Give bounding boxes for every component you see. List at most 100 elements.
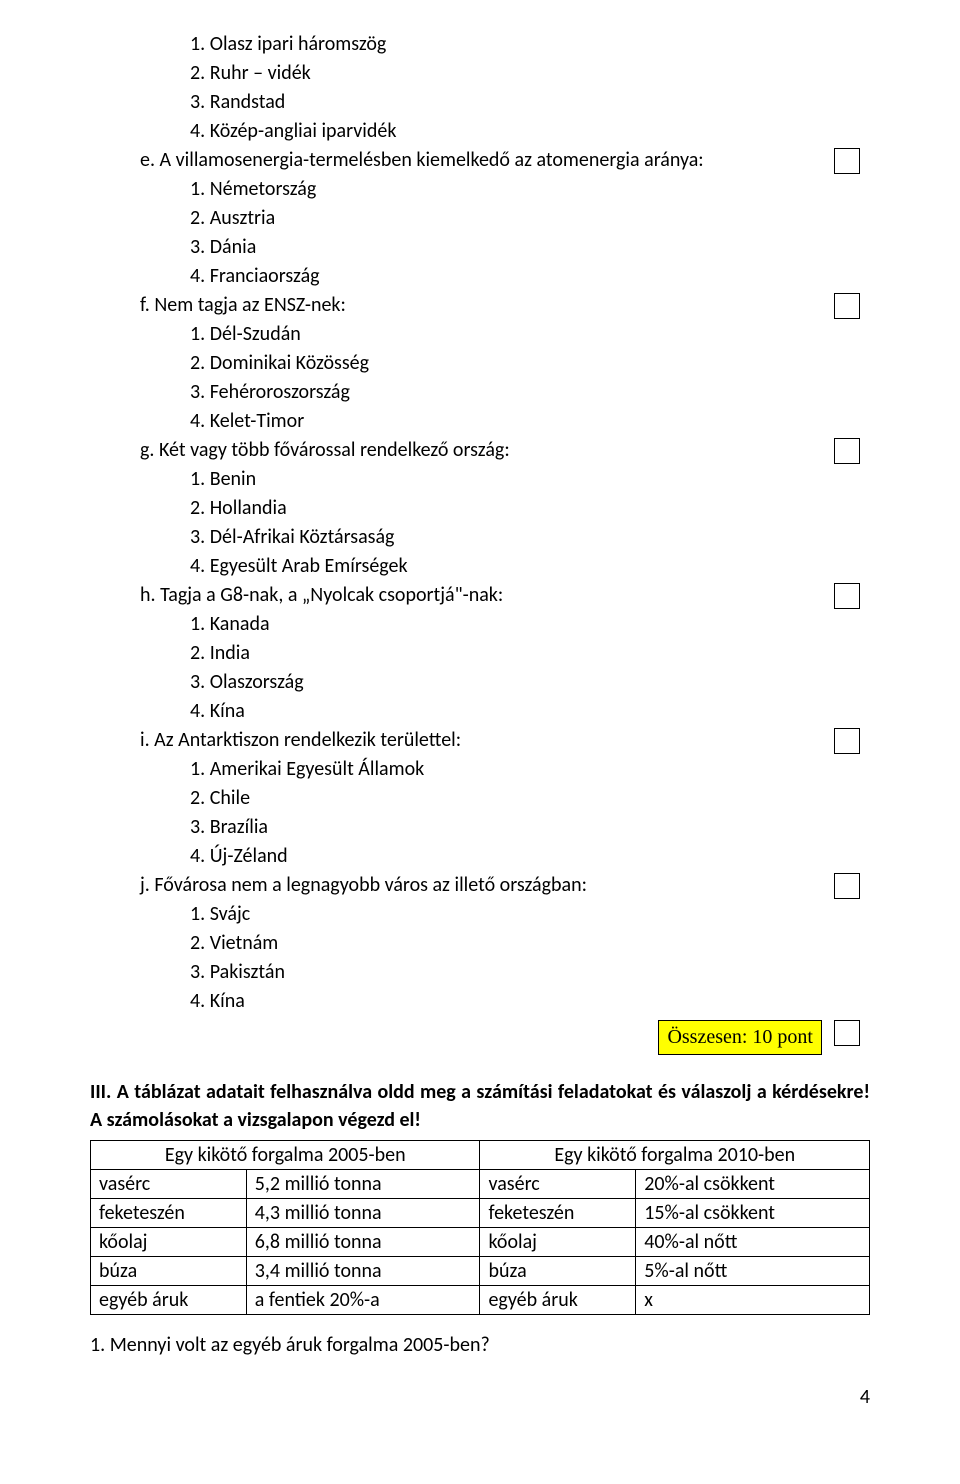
option-num: 1. <box>190 32 205 56</box>
option: 1. Kanada <box>90 610 870 639</box>
answer-box[interactable] <box>834 438 860 464</box>
answer-box[interactable] <box>834 583 860 609</box>
option-num: 2. <box>190 931 205 955</box>
question-letter: j. <box>140 873 150 897</box>
option-text: Kína <box>210 699 245 723</box>
option: 1. Olasz ipari háromszög <box>90 30 870 59</box>
option-num: 2. <box>190 786 205 810</box>
question-text: Az Antarktiszon rendelkezik területtel: <box>154 728 461 752</box>
option: 4. Egyesült Arab Emírségek <box>90 552 870 581</box>
option: 2. Ausztria <box>90 204 870 233</box>
option-text: Kína <box>210 989 245 1013</box>
table-cell: 3,4 millió tonna <box>246 1257 480 1286</box>
section-heading: III. A táblázat adatait felhasználva old… <box>90 1078 870 1134</box>
option-text: Fehéroroszország <box>210 380 350 404</box>
option-text: Németország <box>210 177 317 201</box>
table-row: kőolaj 6,8 millió tonna kőolaj 40%-al nő… <box>91 1228 870 1257</box>
table-cell: feketeszén <box>91 1199 247 1228</box>
table-row: egyéb áruk a fentiek 20%-a egyéb áruk x <box>91 1286 870 1315</box>
option-num: 2. <box>190 351 205 375</box>
table-cell: 6,8 millió tonna <box>246 1228 480 1257</box>
option: 3. Dél-Afrikai Köztársaság <box>90 523 870 552</box>
option: 3. Olaszország <box>90 668 870 697</box>
option-num: 1. <box>190 757 205 781</box>
option-text: Ausztria <box>210 206 275 230</box>
option-text: Olaszország <box>210 670 304 694</box>
table-cell: búza <box>480 1257 636 1286</box>
total-points-label: Összesen: 10 pont <box>658 1020 822 1055</box>
option: 4. Kelet-Timor <box>90 407 870 436</box>
question-letter: g. <box>140 438 154 462</box>
answer-box[interactable] <box>834 873 860 899</box>
option-text: Brazília <box>210 815 268 839</box>
total-row: Összesen: 10 pont <box>90 1020 870 1054</box>
option: 2. Vietnám <box>90 929 870 958</box>
option-text: Dél-Szudán <box>210 322 301 346</box>
answer-box[interactable] <box>834 293 860 319</box>
option-text: Közép-angliai iparvidék <box>210 119 397 143</box>
option-text: Kelet-Timor <box>210 409 304 433</box>
option-text: Ruhr – vidék <box>210 61 311 85</box>
option: 3. Fehéroroszország <box>90 378 870 407</box>
table-row: búza 3,4 millió tonna búza 5%-al nőtt <box>91 1257 870 1286</box>
option-text: Randstad <box>210 90 286 114</box>
table-header-left: Egy kikötő forgalma 2005-ben <box>91 1141 480 1170</box>
option-num: 1. <box>190 322 205 346</box>
option: 3. Pakisztán <box>90 958 870 987</box>
question-prompt: f. Nem tagja az ENSZ-nek: <box>90 291 870 320</box>
option-text: Dánia <box>210 235 257 259</box>
option: 1. Svájc <box>90 900 870 929</box>
option: 4. Franciaország <box>90 262 870 291</box>
table-cell: 40%-al nőtt <box>636 1228 870 1257</box>
option: 1. Németország <box>90 175 870 204</box>
option: 2. Hollandia <box>90 494 870 523</box>
option-text: Olasz ipari háromszög <box>210 32 387 56</box>
option-num: 1. <box>190 902 205 926</box>
option-text: Dél-Afrikai Köztársaság <box>210 525 395 549</box>
table-cell: 4,3 millió tonna <box>246 1199 480 1228</box>
option-num: 4. <box>190 409 205 433</box>
question-text: Tagja a G8-nak, a „Nyolcak csoportjá"-na… <box>160 583 503 607</box>
table-header-right: Egy kikötő forgalma 2010-ben <box>480 1141 870 1170</box>
option: 2. Ruhr – vidék <box>90 59 870 88</box>
option-num: 4. <box>190 264 205 288</box>
option: 3. Dánia <box>90 233 870 262</box>
option: 3. Randstad <box>90 88 870 117</box>
option-num: 3. <box>190 90 205 114</box>
total-points-box[interactable] <box>834 1020 860 1046</box>
page-number: 4 <box>860 1385 870 1409</box>
option-text: India <box>210 641 250 665</box>
answer-box[interactable] <box>834 148 860 174</box>
question-letter: e. <box>140 148 155 172</box>
option: 4. Közép-angliai iparvidék <box>90 117 870 146</box>
question-prompt: i. Az Antarktiszon rendelkezik területte… <box>90 726 870 755</box>
option-text: Franciaország <box>210 264 320 288</box>
option: 4. Kína <box>90 697 870 726</box>
option-text: Chile <box>210 786 250 810</box>
option: 4. Kína <box>90 987 870 1016</box>
answer-box[interactable] <box>834 728 860 754</box>
question-letter: f. <box>140 293 150 317</box>
table-cell: x <box>636 1286 870 1315</box>
option-num: 1. <box>190 177 205 201</box>
option-num: 2. <box>190 496 205 520</box>
question-prompt: g. Két vagy több fővárossal rendelkező o… <box>90 436 870 465</box>
question-1: 1. Mennyi volt az egyéb áruk forgalma 20… <box>90 1333 870 1357</box>
option-num: 3. <box>190 670 205 694</box>
question-text: Két vagy több fővárossal rendelkező orsz… <box>159 438 510 462</box>
option-num: 4. <box>190 119 205 143</box>
option-num: 4. <box>190 844 205 868</box>
question-text: Nem tagja az ENSZ-nek: <box>154 293 346 317</box>
option-text: Benin <box>210 467 256 491</box>
question-text: A villamosenergia-termelésben kiemelkedő… <box>160 148 704 172</box>
table-cell: 15%-al csökkent <box>636 1199 870 1228</box>
option-num: 2. <box>190 61 205 85</box>
option-text: Amerikai Egyesült Államok <box>210 757 425 781</box>
table-cell: 20%-al csökkent <box>636 1170 870 1199</box>
option-text: Egyesült Arab Emírségek <box>210 554 408 578</box>
option-num: 4. <box>190 554 205 578</box>
option-num: 2. <box>190 206 205 230</box>
option-text: Hollandia <box>210 496 287 520</box>
question-prompt: h. Tagja a G8-nak, a „Nyolcak csoportjá"… <box>90 581 870 610</box>
option-text: Svájc <box>210 902 251 926</box>
